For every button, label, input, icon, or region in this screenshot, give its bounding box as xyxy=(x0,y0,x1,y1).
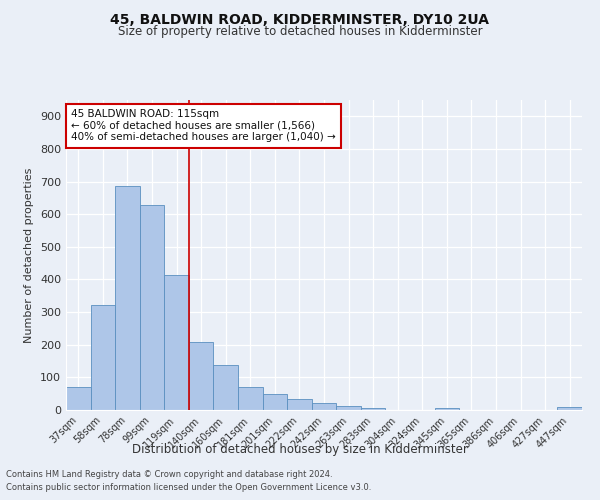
Text: Contains public sector information licensed under the Open Government Licence v3: Contains public sector information licen… xyxy=(6,483,371,492)
Bar xyxy=(336,406,361,410)
Y-axis label: Number of detached properties: Number of detached properties xyxy=(25,168,34,342)
Bar xyxy=(312,403,336,410)
Bar xyxy=(434,408,459,410)
Bar xyxy=(91,305,115,410)
Text: Distribution of detached houses by size in Kidderminster: Distribution of detached houses by size … xyxy=(132,442,468,456)
Bar xyxy=(238,387,263,410)
Text: 45, BALDWIN ROAD, KIDDERMINSTER, DY10 2UA: 45, BALDWIN ROAD, KIDDERMINSTER, DY10 2U… xyxy=(110,12,490,26)
Bar xyxy=(115,186,140,410)
Text: 45 BALDWIN ROAD: 115sqm
← 60% of detached houses are smaller (1,566)
40% of semi: 45 BALDWIN ROAD: 115sqm ← 60% of detache… xyxy=(71,110,336,142)
Bar xyxy=(140,206,164,410)
Bar xyxy=(263,394,287,410)
Text: Size of property relative to detached houses in Kidderminster: Size of property relative to detached ho… xyxy=(118,25,482,38)
Bar xyxy=(214,366,238,410)
Bar xyxy=(287,399,312,410)
Bar xyxy=(66,387,91,410)
Bar xyxy=(557,408,582,410)
Bar xyxy=(189,342,214,410)
Bar xyxy=(361,408,385,410)
Bar xyxy=(164,275,189,410)
Text: Contains HM Land Registry data © Crown copyright and database right 2024.: Contains HM Land Registry data © Crown c… xyxy=(6,470,332,479)
